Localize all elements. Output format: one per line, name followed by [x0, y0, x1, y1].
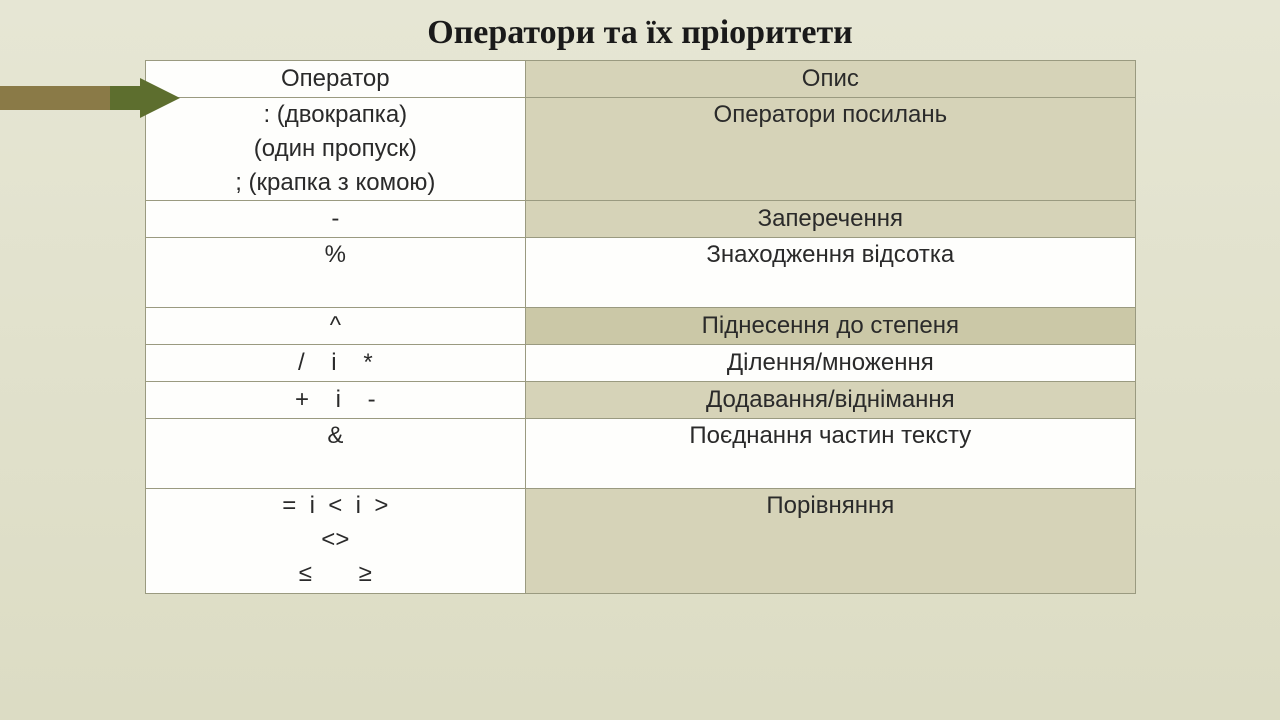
bullet-arrow-decoration — [0, 78, 190, 118]
operators-table: Оператор Опис : (двокрапка) (один пропус… — [145, 60, 1136, 594]
table-row: = і < і > <> ≤ ≥ Порівняння — [145, 489, 1135, 594]
cell-description: Піднесення до степеня — [526, 308, 1135, 345]
cell-operator: & — [145, 419, 526, 489]
cell-operator: - — [145, 201, 526, 238]
cell-operator: % — [145, 238, 526, 308]
table-row: & Поєднання частин тексту — [145, 419, 1135, 489]
page-title: Оператори та їх пріоритети — [0, 0, 1280, 60]
cell-description: Заперечення — [526, 201, 1135, 238]
table-row: ^ Піднесення до степеня — [145, 308, 1135, 345]
cell-description: Порівняння — [526, 489, 1135, 594]
col-header-description: Опис — [526, 61, 1135, 98]
cell-description: Ділення/множення — [526, 345, 1135, 382]
table-header-row: Оператор Опис — [145, 61, 1135, 98]
col-header-operator: Оператор — [145, 61, 526, 98]
cell-operator: + і - — [145, 382, 526, 419]
cell-description: Знаходження відсотка — [526, 238, 1135, 308]
cell-operator: ^ — [145, 308, 526, 345]
cell-operator: / і * — [145, 345, 526, 382]
cell-description: Оператори посилань — [526, 98, 1135, 201]
cell-operator: : (двокрапка) (один пропуск) ; (крапка з… — [145, 98, 526, 201]
table-row: % Знаходження відсотка — [145, 238, 1135, 308]
cell-description: Поєднання частин тексту — [526, 419, 1135, 489]
table-row: : (двокрапка) (один пропуск) ; (крапка з… — [145, 98, 1135, 201]
table-row: - Заперечення — [145, 201, 1135, 238]
table-row: + і - Додавання/віднімання — [145, 382, 1135, 419]
cell-operator: = і < і > <> ≤ ≥ — [145, 489, 526, 594]
cell-description: Додавання/віднімання — [526, 382, 1135, 419]
table-row: / і * Ділення/множення — [145, 345, 1135, 382]
